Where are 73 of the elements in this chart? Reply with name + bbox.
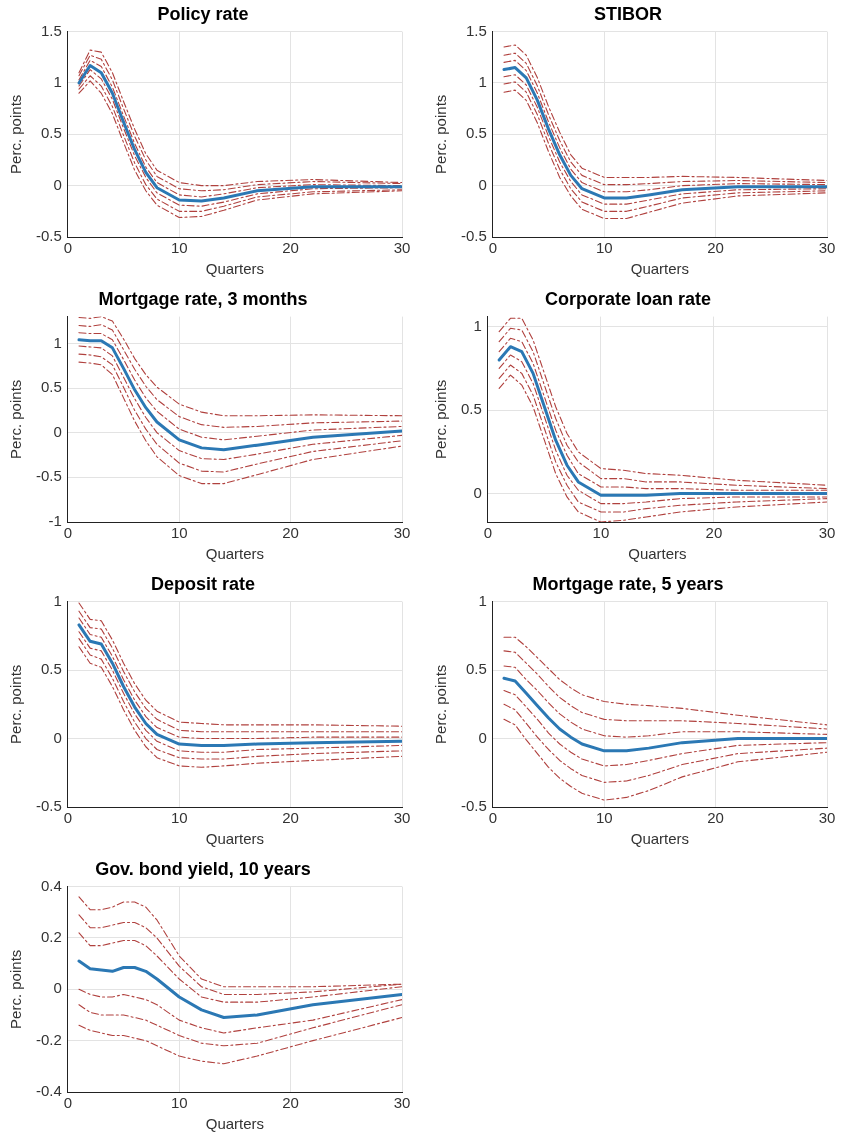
x-tick-label: 20 xyxy=(705,524,723,542)
y-tick-label: -0.4 xyxy=(35,1082,62,1100)
x-tick-label: 10 xyxy=(595,809,613,827)
y-tick-label: 0 xyxy=(473,483,482,501)
x-tick-label: 20 xyxy=(282,809,299,827)
y-tick-label: 1 xyxy=(473,316,482,334)
y-tick-label: -0.5 xyxy=(35,227,62,245)
chart-title: Deposit rate xyxy=(150,573,256,594)
y-tick-label: 0.2 xyxy=(40,928,62,946)
chart-title: Mortgage rate, 3 months xyxy=(98,288,308,309)
y-tick-label: -0.5 xyxy=(35,797,62,815)
y-tick-label: 0.5 xyxy=(40,660,62,678)
y-tick-label: 1 xyxy=(53,73,62,91)
y-tick-label: 0 xyxy=(53,175,62,193)
y-tick-label: 0 xyxy=(53,728,62,746)
y-tick-label: 1.5 xyxy=(40,21,62,39)
y-tick-label: 0.5 xyxy=(40,124,62,142)
y-axis-title: Perc. points xyxy=(432,94,450,174)
x-tick-label: 10 xyxy=(170,524,188,542)
y-tick-label: 0.5 xyxy=(460,400,482,418)
y-tick-label: 0.5 xyxy=(40,378,62,396)
x-axis-title: Quarters xyxy=(205,1115,265,1133)
x-tick-label: 10 xyxy=(595,239,613,257)
y-tick-label: -0.2 xyxy=(35,1030,62,1048)
chart-title: STIBOR xyxy=(593,3,663,24)
y-tick-label: 0.5 xyxy=(465,660,487,678)
x-axis-title: Quarters xyxy=(205,830,265,848)
chart-title: Gov. bond yield, 10 years xyxy=(95,858,311,879)
x-tick-label: 30 xyxy=(393,239,411,257)
y-tick-label: 1.5 xyxy=(465,21,487,39)
y-tick-label: 0.5 xyxy=(465,124,487,142)
x-tick-label: 30 xyxy=(818,239,836,257)
x-axis-title: Quarters xyxy=(630,260,690,278)
x-tick-label: 30 xyxy=(393,809,411,827)
x-tick-label: 30 xyxy=(818,809,836,827)
y-tick-label: -0.5 xyxy=(35,467,62,485)
x-axis-title: Quarters xyxy=(205,260,265,278)
y-axis-title: Perc. points xyxy=(7,949,25,1029)
chart-title: Policy rate xyxy=(157,3,249,24)
y-tick-label: -1 xyxy=(48,512,62,530)
x-tick-label: 20 xyxy=(282,1094,299,1112)
x-tick-label: 30 xyxy=(393,524,411,542)
x-tick-label: 20 xyxy=(282,524,299,542)
x-tick-label: 10 xyxy=(170,239,188,257)
chart-title: Mortgage rate, 5 years xyxy=(532,573,724,594)
y-axis-title: Perc. points xyxy=(7,94,25,174)
y-tick-label: 1 xyxy=(478,591,487,609)
x-tick-label: 20 xyxy=(707,239,724,257)
x-axis-title: Quarters xyxy=(205,545,265,563)
y-tick-label: 0 xyxy=(478,728,487,746)
x-tick-label: 10 xyxy=(592,524,610,542)
x-tick-label: 30 xyxy=(818,524,836,542)
x-tick-label: 30 xyxy=(393,1094,411,1112)
y-axis-title: Perc. points xyxy=(7,664,25,744)
y-tick-label: 0.4 xyxy=(40,876,62,894)
x-tick-label: 10 xyxy=(170,1094,188,1112)
chart-title: Corporate loan rate xyxy=(544,288,712,309)
y-tick-label: -0.5 xyxy=(460,227,487,245)
y-tick-label: 1 xyxy=(53,333,62,351)
y-axis-title: Perc. points xyxy=(432,664,450,744)
x-axis-title: Quarters xyxy=(628,545,687,563)
y-tick-label: 0 xyxy=(478,175,487,193)
y-tick-label: 0 xyxy=(53,422,62,440)
y-axis-title: Perc. points xyxy=(7,379,25,459)
x-tick-label: 10 xyxy=(170,809,188,827)
y-tick-label: -0.5 xyxy=(460,797,487,815)
y-tick-label: 0 xyxy=(53,979,62,997)
x-tick-label: 20 xyxy=(707,809,724,827)
y-tick-label: 1 xyxy=(53,591,62,609)
x-tick-label: 20 xyxy=(282,239,299,257)
x-axis-title: Quarters xyxy=(630,830,690,848)
y-axis-title: Perc. points xyxy=(432,379,450,459)
y-tick-label: 1 xyxy=(478,73,487,91)
